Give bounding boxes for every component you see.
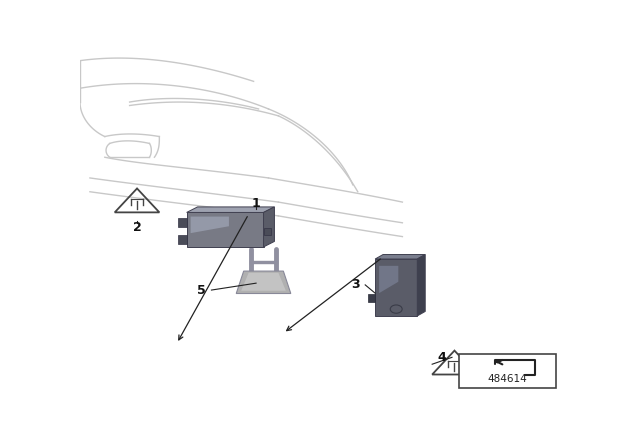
Polygon shape [264,207,275,247]
Text: 3: 3 [351,278,360,291]
Text: 5: 5 [197,284,206,297]
Polygon shape [375,259,417,316]
Text: 2: 2 [132,221,141,234]
Polygon shape [241,273,286,291]
Polygon shape [375,254,425,259]
Polygon shape [187,207,275,212]
Polygon shape [264,228,271,235]
Polygon shape [178,235,187,244]
Polygon shape [187,212,264,247]
Polygon shape [191,216,229,233]
Polygon shape [178,218,187,227]
Polygon shape [368,294,375,302]
Polygon shape [417,254,425,316]
Polygon shape [379,266,398,293]
Text: 1: 1 [252,197,260,210]
Bar [460,354,556,388]
Text: 4: 4 [438,351,447,364]
Polygon shape [236,271,291,293]
Text: 484614: 484614 [488,374,527,384]
